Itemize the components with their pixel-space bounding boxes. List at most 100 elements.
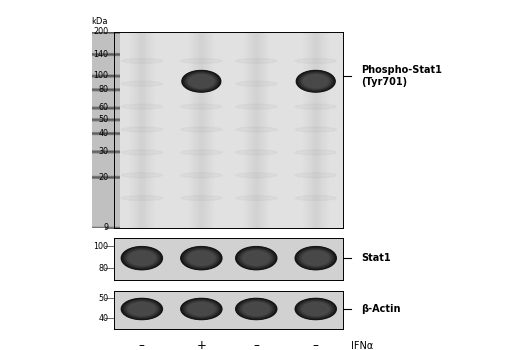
Ellipse shape (295, 247, 336, 270)
Ellipse shape (187, 251, 215, 266)
Ellipse shape (186, 73, 217, 90)
Ellipse shape (183, 71, 220, 91)
Ellipse shape (189, 252, 214, 265)
Ellipse shape (240, 249, 272, 267)
Ellipse shape (303, 75, 329, 88)
Ellipse shape (301, 301, 331, 317)
Text: kDa: kDa (92, 17, 108, 26)
Ellipse shape (236, 299, 276, 319)
Text: –: – (253, 339, 259, 350)
Ellipse shape (239, 249, 273, 267)
Ellipse shape (242, 251, 271, 266)
Ellipse shape (182, 70, 221, 92)
Ellipse shape (122, 299, 161, 319)
Ellipse shape (127, 250, 157, 266)
Text: 50: 50 (98, 114, 108, 124)
Ellipse shape (297, 299, 335, 319)
Ellipse shape (303, 75, 329, 88)
Ellipse shape (123, 248, 160, 268)
Ellipse shape (241, 301, 271, 317)
Ellipse shape (127, 251, 157, 266)
Ellipse shape (304, 75, 328, 87)
Text: 9: 9 (103, 223, 108, 232)
Ellipse shape (299, 72, 332, 90)
Ellipse shape (187, 251, 216, 266)
Ellipse shape (123, 300, 160, 318)
Ellipse shape (125, 300, 159, 317)
Ellipse shape (183, 248, 220, 268)
Ellipse shape (183, 71, 220, 92)
Text: –: – (313, 339, 319, 350)
Ellipse shape (300, 73, 331, 90)
Ellipse shape (297, 248, 334, 268)
Ellipse shape (300, 301, 332, 317)
Ellipse shape (303, 303, 328, 315)
Text: 80: 80 (98, 264, 108, 273)
Ellipse shape (126, 301, 157, 317)
Ellipse shape (121, 299, 162, 320)
Ellipse shape (297, 71, 334, 91)
Ellipse shape (300, 72, 332, 90)
Ellipse shape (236, 173, 277, 178)
Ellipse shape (244, 252, 269, 265)
Ellipse shape (128, 302, 155, 315)
Ellipse shape (236, 81, 277, 86)
Ellipse shape (236, 104, 277, 109)
Ellipse shape (302, 251, 330, 266)
Ellipse shape (121, 173, 162, 178)
Ellipse shape (295, 104, 336, 109)
Ellipse shape (124, 248, 159, 268)
Ellipse shape (185, 249, 218, 267)
Ellipse shape (127, 302, 157, 316)
Ellipse shape (238, 248, 275, 268)
Ellipse shape (295, 299, 336, 320)
Ellipse shape (187, 74, 216, 89)
Ellipse shape (300, 301, 332, 317)
Ellipse shape (188, 75, 214, 88)
Ellipse shape (184, 248, 219, 268)
Ellipse shape (236, 247, 276, 270)
Ellipse shape (188, 302, 215, 315)
Ellipse shape (185, 301, 218, 317)
Text: Stat1: Stat1 (361, 253, 391, 263)
Ellipse shape (240, 301, 272, 317)
Ellipse shape (241, 250, 271, 266)
Ellipse shape (183, 300, 220, 318)
Ellipse shape (181, 173, 222, 178)
Ellipse shape (298, 71, 334, 91)
Ellipse shape (181, 150, 222, 155)
Ellipse shape (298, 248, 334, 268)
Ellipse shape (181, 247, 222, 270)
Text: 100: 100 (93, 242, 108, 251)
Ellipse shape (243, 302, 270, 315)
Ellipse shape (298, 300, 333, 318)
Ellipse shape (296, 299, 335, 319)
Text: 40: 40 (98, 129, 108, 138)
Ellipse shape (186, 301, 217, 317)
Ellipse shape (237, 299, 275, 319)
Ellipse shape (184, 72, 218, 91)
Ellipse shape (190, 75, 213, 87)
Ellipse shape (128, 302, 156, 316)
Ellipse shape (189, 75, 214, 88)
Ellipse shape (295, 150, 336, 155)
Ellipse shape (183, 299, 220, 319)
Ellipse shape (181, 104, 222, 109)
Ellipse shape (121, 81, 162, 86)
Ellipse shape (243, 251, 269, 265)
Ellipse shape (124, 300, 159, 318)
Ellipse shape (184, 71, 219, 91)
Text: 100: 100 (93, 71, 108, 80)
Ellipse shape (238, 300, 275, 318)
Ellipse shape (301, 74, 330, 89)
Ellipse shape (187, 74, 215, 89)
Ellipse shape (296, 247, 336, 270)
Ellipse shape (303, 252, 328, 265)
Ellipse shape (181, 196, 222, 201)
Ellipse shape (122, 299, 162, 319)
Ellipse shape (124, 300, 160, 318)
Ellipse shape (242, 302, 271, 316)
Ellipse shape (187, 302, 215, 316)
Text: 20: 20 (98, 173, 108, 182)
Ellipse shape (298, 300, 334, 318)
